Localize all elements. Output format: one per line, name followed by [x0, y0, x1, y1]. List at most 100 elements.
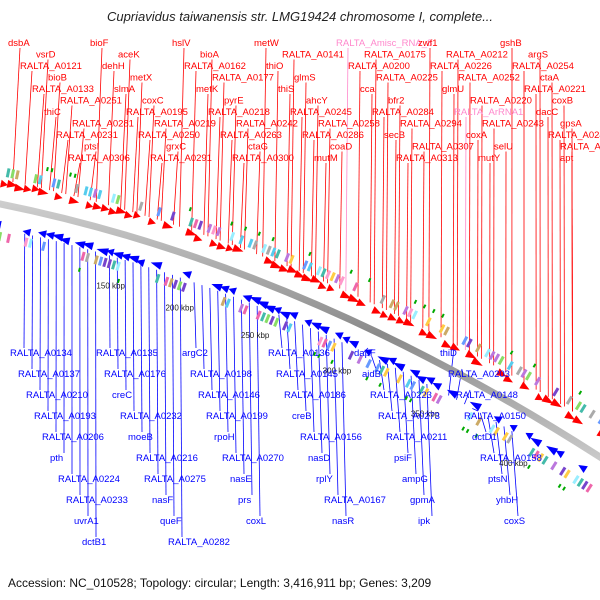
cog-band-inner [563, 469, 571, 479]
cog-band-inner [506, 434, 514, 444]
forward-gene-arrow [31, 184, 40, 193]
forward-gene-arrow [371, 306, 382, 314]
cog-band-outer [574, 401, 583, 411]
forward-gene-arrow [339, 290, 352, 299]
forward-gene-label: cca [360, 84, 376, 95]
tick-label: 350 kbp [411, 410, 440, 419]
forward-gene-arrow [232, 244, 244, 252]
cog-band-inner [264, 313, 271, 324]
cog-band-outer [83, 186, 89, 196]
gc-marker [317, 353, 321, 359]
forward-gene-label: RALTA_A0254 [512, 61, 574, 72]
gc-marker [474, 433, 479, 439]
forward-gene-arrow [326, 283, 335, 292]
forward-gene-label: glmU [442, 84, 464, 95]
forward-leader-line [369, 93, 373, 303]
cog-band-outer [51, 178, 57, 188]
cog-band-outer [497, 355, 505, 366]
reverse-gene-label: RALTA_A0199 [206, 411, 268, 422]
forward-leader-line [290, 59, 295, 268]
cog-band-inner [97, 256, 104, 266]
reverse-gene-label: yhbH [496, 495, 518, 506]
forward-gene-label: RALTA_A0246 [548, 130, 600, 141]
forward-gene-label: slmA [114, 84, 136, 95]
reverse-gene-arrow [310, 322, 322, 331]
topology-text: Topology: circular; Length: 3,416,911 bp… [139, 576, 432, 590]
reverse-gene-arrow [45, 231, 55, 240]
cog-band-inner [23, 237, 29, 247]
forward-leader-line [428, 47, 431, 331]
reverse-gene-arrow [120, 253, 131, 262]
cog-band-inner [0, 231, 3, 242]
cog-band-outer [520, 368, 528, 378]
forward-gene-arrow [534, 392, 543, 401]
forward-gene-label: bioF [90, 38, 109, 49]
cog-band-outer [170, 211, 176, 221]
forward-gene-arrow [115, 206, 127, 214]
cog-band-outer [493, 353, 501, 363]
reverse-gene-arrow [96, 248, 109, 257]
gc-marker [378, 382, 382, 388]
accession-text: Accession: NC_010528 [8, 576, 134, 590]
reverse-gene-arrow [228, 287, 237, 296]
cog-band-outer [247, 238, 254, 249]
reverse-gene-arrow [263, 305, 276, 314]
reverse-gene-arrow [182, 271, 193, 279]
cog-band-inner [167, 278, 174, 288]
gc-marker [532, 363, 537, 368]
forward-gene-arrow [449, 342, 460, 351]
forward-gene-label: RALTA_A0141 [282, 50, 344, 61]
reverse-gene-label: RALTA_A0233 [66, 495, 128, 506]
reverse-gene-label: rplY [316, 474, 334, 485]
forward-leader-line [302, 82, 307, 273]
cog-band-inner [238, 303, 245, 313]
reverse-gene-label: RALTA_A0156 [300, 432, 362, 443]
forward-gene-arrow [470, 356, 483, 366]
reverse-leader-line [294, 321, 299, 391]
reverse-gene-label: RALTA_A0282 [168, 537, 230, 548]
footer-info: Accession: NC_010528; Topology: circular… [8, 576, 432, 590]
reverse-gene-label: queF [160, 516, 182, 527]
forward-gene-label: coxC [142, 96, 164, 107]
cog-band-inner [409, 380, 417, 391]
reverse-gene-arrow [425, 377, 436, 385]
reverse-leader-line [256, 305, 261, 517]
cog-band-outer [265, 245, 272, 256]
reverse-leader-line [240, 299, 245, 475]
cog-band-outer [379, 294, 387, 305]
cog-band-outer [5, 168, 11, 178]
reverse-leader-line [371, 356, 377, 370]
forward-gene-arrow [502, 374, 513, 383]
position-ticks: 150 kbp 200 kbp 250 kbp 300 kbp 350 kbp 400 k… [96, 281, 528, 468]
cog-band-outer [274, 249, 281, 259]
reverse-gene-arrow [127, 255, 140, 264]
cog-band-outer [352, 282, 359, 292]
reverse-gene-label: nasE [230, 474, 252, 485]
forward-gene-label: RALTA_A0277 [560, 142, 600, 153]
gc-marker [367, 277, 372, 283]
cog-band-outer [197, 220, 204, 230]
reverse-gene-label: RALTA_A0203 [448, 369, 510, 380]
cog-band-inner [492, 426, 501, 437]
reverse-gene-label: RALTA_A0223 [370, 390, 432, 401]
cog-band-inner [6, 233, 11, 244]
forward-gene-label: RALTA_A0251 [60, 96, 122, 107]
forward-gene-label: RALTA_A0218 [208, 107, 270, 118]
gc-marker [509, 350, 514, 355]
reverse-gene-label: RALTA_A0206 [42, 432, 104, 443]
forward-gene-label: grxC [166, 142, 186, 153]
gc-marker [562, 486, 566, 491]
cog-band-outer [579, 403, 587, 414]
forward-leader-line [456, 59, 459, 346]
forward-gene-label: argS [528, 50, 548, 61]
cog-band-outer [338, 275, 345, 286]
reverse-gene-label: RALTA_A0150 [464, 411, 526, 422]
forward-gene-arrow [286, 265, 298, 273]
forward-gene-label: bioA [200, 50, 220, 61]
reverse-leader-line [426, 383, 433, 517]
gc-marker [441, 313, 445, 318]
cog-band-outer [238, 235, 245, 245]
forward-gene-arrow [317, 281, 327, 290]
cog-band-inner [111, 260, 117, 270]
reverse-gene-label: RALTA_A0210 [26, 390, 88, 401]
